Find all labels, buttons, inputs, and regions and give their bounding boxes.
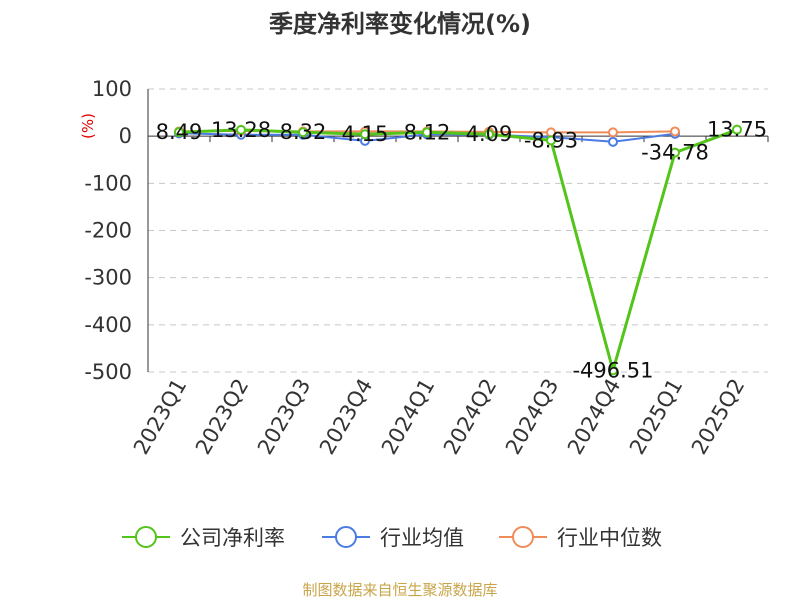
legend-label: 行业均值 <box>380 526 464 550</box>
series-point <box>174 127 184 138</box>
x-tick-label: 2024Q4 <box>563 375 625 459</box>
x-tick-label: 2025Q2 <box>687 375 749 459</box>
x-tick-label: 2023Q2 <box>191 375 253 459</box>
series-point <box>484 129 494 140</box>
legend-swatch-marker <box>335 526 357 548</box>
legend-label: 行业中位数 <box>557 526 662 550</box>
data-label: 13.28 <box>211 118 271 142</box>
x-tick-label: 2023Q1 <box>129 375 191 459</box>
gridlines <box>148 88 768 373</box>
x-tick-label: 2024Q1 <box>377 375 439 459</box>
data-label: 13.75 <box>707 118 767 142</box>
y-tick-label: 0 <box>119 124 132 148</box>
series-point <box>670 126 680 137</box>
y-tick-label: -400 <box>84 313 132 337</box>
series-point <box>298 127 308 138</box>
data-labels: 8.49 13.28 8.32 4.15 8.12 4.09 -8.93 -496.51 -34… <box>156 118 767 383</box>
data-label: -496.51 <box>572 358 653 382</box>
series-point <box>608 127 618 138</box>
legend-swatch-marker <box>512 526 534 548</box>
series-point <box>360 129 370 140</box>
x-tick-label: 2025Q1 <box>625 375 687 459</box>
series-point <box>422 127 432 138</box>
x-tick-label: 2023Q4 <box>315 375 377 459</box>
source-note: 制图数据来自恒生聚源数据库 <box>302 581 497 599</box>
data-label: 8.32 <box>280 120 327 144</box>
y-tick-label: -200 <box>84 219 132 243</box>
series-point <box>236 124 246 135</box>
x-tick-label: 2023Q3 <box>253 375 315 459</box>
data-label: 8.12 <box>404 120 451 144</box>
y-tick-label: 100 <box>92 77 132 101</box>
data-label: 4.09 <box>466 122 513 146</box>
y-tick-label: -300 <box>84 266 132 290</box>
legend-label: 公司净利率 <box>180 526 285 550</box>
legend-swatch-marker <box>135 526 157 548</box>
series-line <box>178 128 738 372</box>
x-tick-label: 2024Q3 <box>501 375 563 459</box>
y-unit-label: (%) <box>79 113 97 139</box>
series-point <box>670 147 680 158</box>
legend: 公司净利率 行业均值 行业中位数 <box>122 526 662 550</box>
data-label: -8.93 <box>524 128 578 152</box>
y-tick-label: -100 <box>84 171 132 195</box>
series-point <box>546 135 556 146</box>
data-label: -34.78 <box>641 141 709 165</box>
series-point <box>732 124 742 135</box>
y-tick-label: -500 <box>84 360 132 384</box>
data-label: 8.49 <box>156 120 203 144</box>
chart-title: 季度净利率变化情况(%) <box>269 10 531 38</box>
series-point <box>608 365 618 376</box>
x-tick-label: 2024Q2 <box>439 375 501 459</box>
series <box>174 124 742 376</box>
data-label: 4.15 <box>342 122 389 146</box>
series-point <box>608 136 618 147</box>
